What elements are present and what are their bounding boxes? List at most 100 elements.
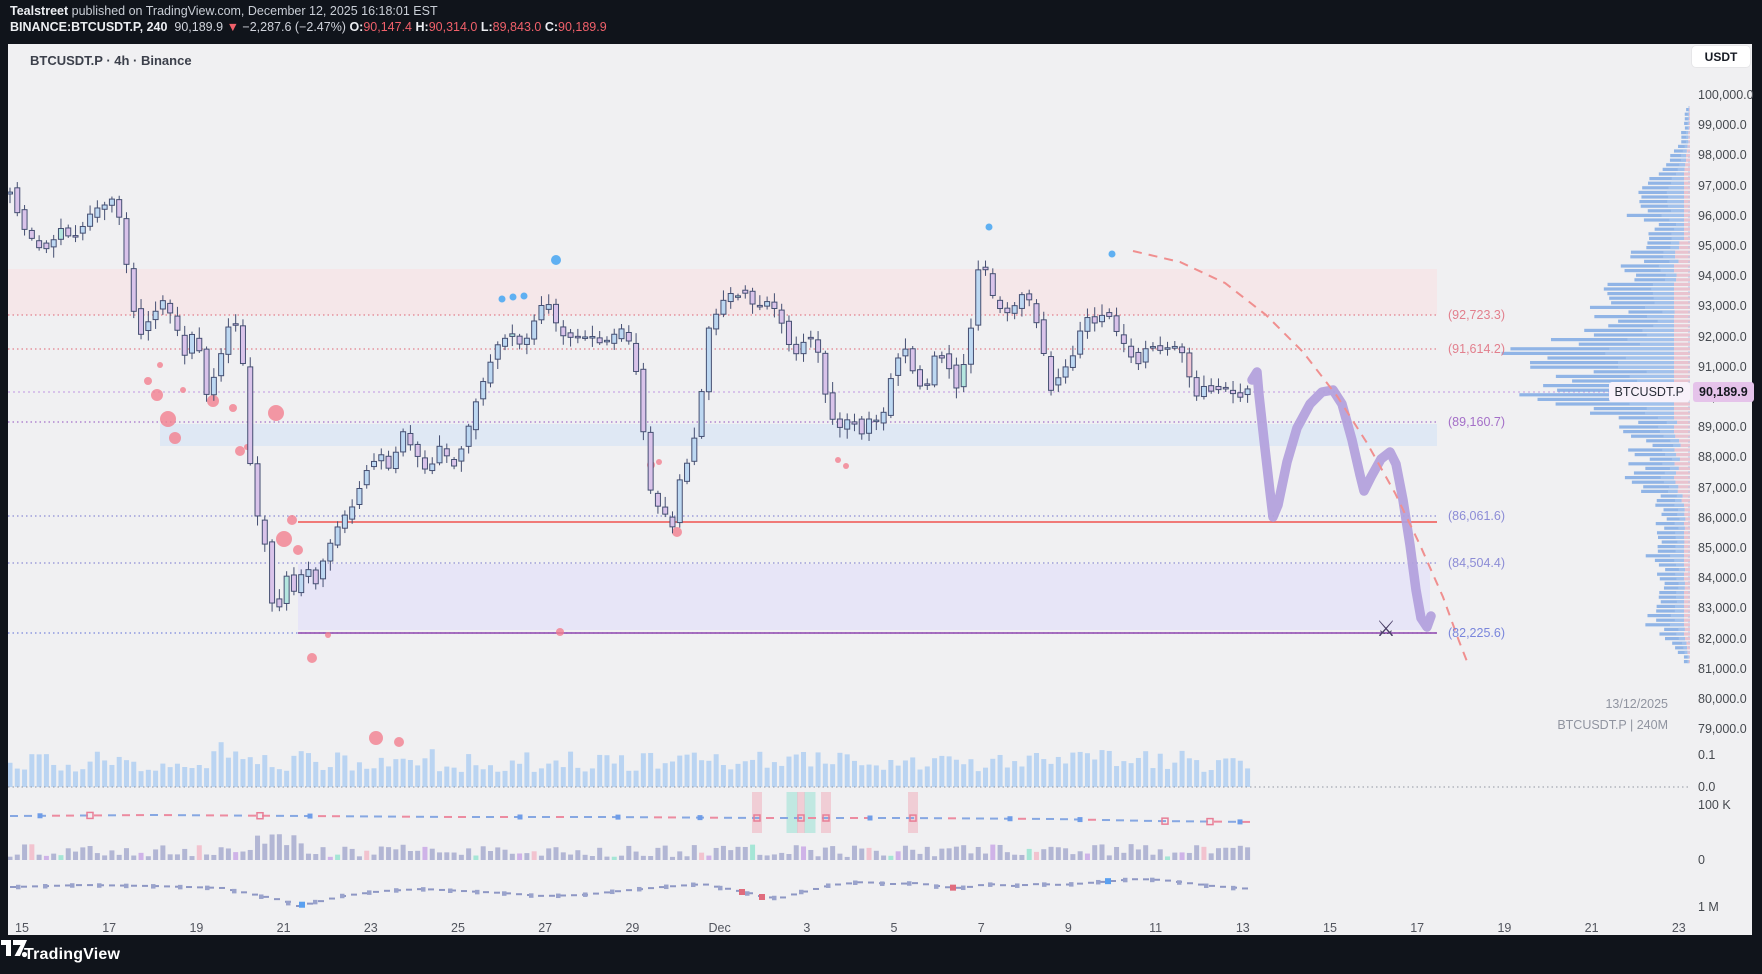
delta-bar — [233, 852, 239, 860]
funding-dash — [458, 816, 466, 818]
profile-bar-pink — [1684, 526, 1690, 530]
funding-marker-blue — [867, 815, 873, 821]
time-axis-label[interactable]: 29 — [625, 921, 640, 935]
time-axis-label[interactable]: 19 — [189, 921, 204, 935]
time-axis-label[interactable]: Dec — [708, 921, 731, 935]
price-axis-label[interactable]: 88,000.0 — [1698, 450, 1747, 465]
time-axis-label[interactable]: 17 — [102, 921, 117, 935]
oi-marker — [124, 883, 129, 889]
delta-bar — [1012, 854, 1018, 860]
price-axis-label[interactable]: 98,000.0 — [1698, 148, 1747, 163]
profile-bar-light — [1666, 420, 1678, 424]
oi-marker — [16, 884, 21, 890]
time-axis-label[interactable]: 23 — [1671, 921, 1686, 935]
delta-bar — [640, 855, 646, 860]
oi-marker — [286, 900, 291, 906]
funding-dash — [206, 814, 214, 817]
time-axis-label[interactable]: 19 — [1497, 921, 1512, 935]
price-axis-label[interactable]: 85,000.0 — [1698, 541, 1747, 555]
time-axis-label[interactable]: 21 — [1584, 921, 1599, 935]
time-axis-label[interactable]: 13 — [1235, 921, 1250, 935]
volume-bar — [742, 761, 748, 787]
profile-bar-light — [1675, 223, 1684, 227]
delta-bar — [604, 856, 610, 860]
price-axis-label[interactable]: 86,000.0 — [1698, 510, 1747, 525]
price-axis-label[interactable]: 94,000.0 — [1698, 269, 1747, 284]
oi-marker — [610, 889, 615, 895]
time-axis-label[interactable]: 21 — [276, 921, 291, 935]
candle-body — [989, 273, 996, 296]
price-axis-label[interactable]: 83,000.0 — [1698, 601, 1747, 616]
volume-bar — [983, 767, 989, 787]
liquidation-bubble — [144, 377, 152, 385]
currency-unit-button[interactable]: USDT — [1692, 46, 1750, 67]
price-axis-label[interactable]: 82,000.0 — [1698, 631, 1747, 646]
price-axis-label[interactable]: 96,000.0 — [1698, 208, 1747, 223]
volume-bar — [466, 754, 472, 787]
chart-pane[interactable]: ⚔ BTCUSDT.P · 4h · Binance USDT (92,723.… — [8, 44, 1754, 935]
panel-scale-label[interactable]: 100 K — [1698, 798, 1731, 812]
delta-bar — [1230, 847, 1236, 860]
volume-bar — [968, 759, 974, 787]
price-axis-label[interactable]: 95,000.0 — [1698, 239, 1747, 253]
profile-bar-pink — [1686, 641, 1690, 645]
time-axis-label[interactable]: 11 — [1149, 921, 1163, 935]
time-axis-label[interactable]: 9 — [1064, 921, 1072, 935]
candle-body — [203, 348, 210, 395]
panel-scale-label[interactable]: 0.0 — [1698, 780, 1716, 794]
time-axis-label[interactable]: 15 — [1323, 921, 1337, 935]
oi-dash — [252, 893, 258, 896]
profile-bar-pink — [1674, 282, 1690, 286]
volume-bar — [757, 751, 763, 787]
candle-body — [851, 421, 858, 425]
price-axis-label[interactable]: 100,000.0 — [1698, 88, 1754, 102]
profile-bar — [1630, 255, 1676, 259]
price-axis-label[interactable]: 84,000.0 — [1698, 571, 1747, 586]
profile-bar-pink — [1684, 195, 1690, 199]
close-value: 90,189.9 — [558, 20, 607, 34]
profile-bar — [1641, 195, 1684, 199]
price-axis-label[interactable]: 91,000.0 — [1698, 359, 1747, 374]
high-value: 90,314.0 — [428, 20, 478, 34]
delta-bar — [386, 847, 392, 860]
volume-bar — [1143, 751, 1149, 787]
profile-bar — [1686, 108, 1690, 112]
time-axis-label[interactable]: 15 — [15, 921, 29, 935]
price-axis-label[interactable]: 81,000.0 — [1698, 661, 1747, 676]
price-axis-label[interactable]: 93,000.0 — [1698, 299, 1747, 314]
price-axis-label[interactable]: 87,000.0 — [1698, 480, 1747, 495]
panel-scale-label[interactable]: 0.1 — [1698, 748, 1716, 762]
time-axis-label[interactable]: 3 — [803, 921, 811, 935]
time-axis-label[interactable]: 25 — [451, 921, 465, 935]
delta-bar — [648, 856, 654, 860]
price-axis-label[interactable]: 79,000.0 — [1698, 722, 1747, 737]
delta-bar — [487, 851, 493, 860]
time-axis-label[interactable]: 17 — [1410, 921, 1425, 935]
price-axis-label[interactable]: 97,000.0 — [1698, 178, 1747, 193]
time-axis-label[interactable]: 7 — [977, 921, 985, 935]
profile-bar-light — [1646, 333, 1674, 337]
time-axis-label[interactable]: 23 — [363, 921, 378, 935]
tradingview-logo[interactable]: TradingView — [1, 940, 120, 964]
crossed-swords-icon[interactable]: ⚔ — [1376, 616, 1396, 641]
panel-scale-label[interactable]: 1 M — [1698, 900, 1719, 914]
oi-dash — [131, 884, 137, 887]
profile-bar — [1638, 420, 1678, 424]
profile-bar-pink — [1684, 609, 1690, 613]
brush-drawing[interactable] — [1247, 367, 1436, 632]
oi-marker — [43, 884, 48, 889]
price-axis-label[interactable]: 89,000.0 — [1698, 420, 1747, 435]
time-axis-label[interactable]: 5 — [890, 921, 898, 935]
time-axis-label[interactable]: 27 — [538, 921, 553, 935]
price-axis-label[interactable]: 80,000.0 — [1698, 692, 1747, 706]
profile-bar-light — [1652, 282, 1674, 286]
price-axis-label[interactable]: 99,000.0 — [1698, 118, 1747, 133]
oi-marker — [718, 885, 723, 891]
candle-body — [465, 425, 472, 447]
price-axis-label[interactable]: 92,000.0 — [1698, 329, 1747, 344]
main-chart-canvas[interactable]: ⚔ — [8, 44, 1752, 935]
panel-scale-label[interactable]: 0 — [1698, 853, 1705, 867]
profile-bar — [1647, 181, 1684, 185]
profile-bar — [1640, 204, 1684, 208]
delta-bar — [844, 856, 850, 860]
